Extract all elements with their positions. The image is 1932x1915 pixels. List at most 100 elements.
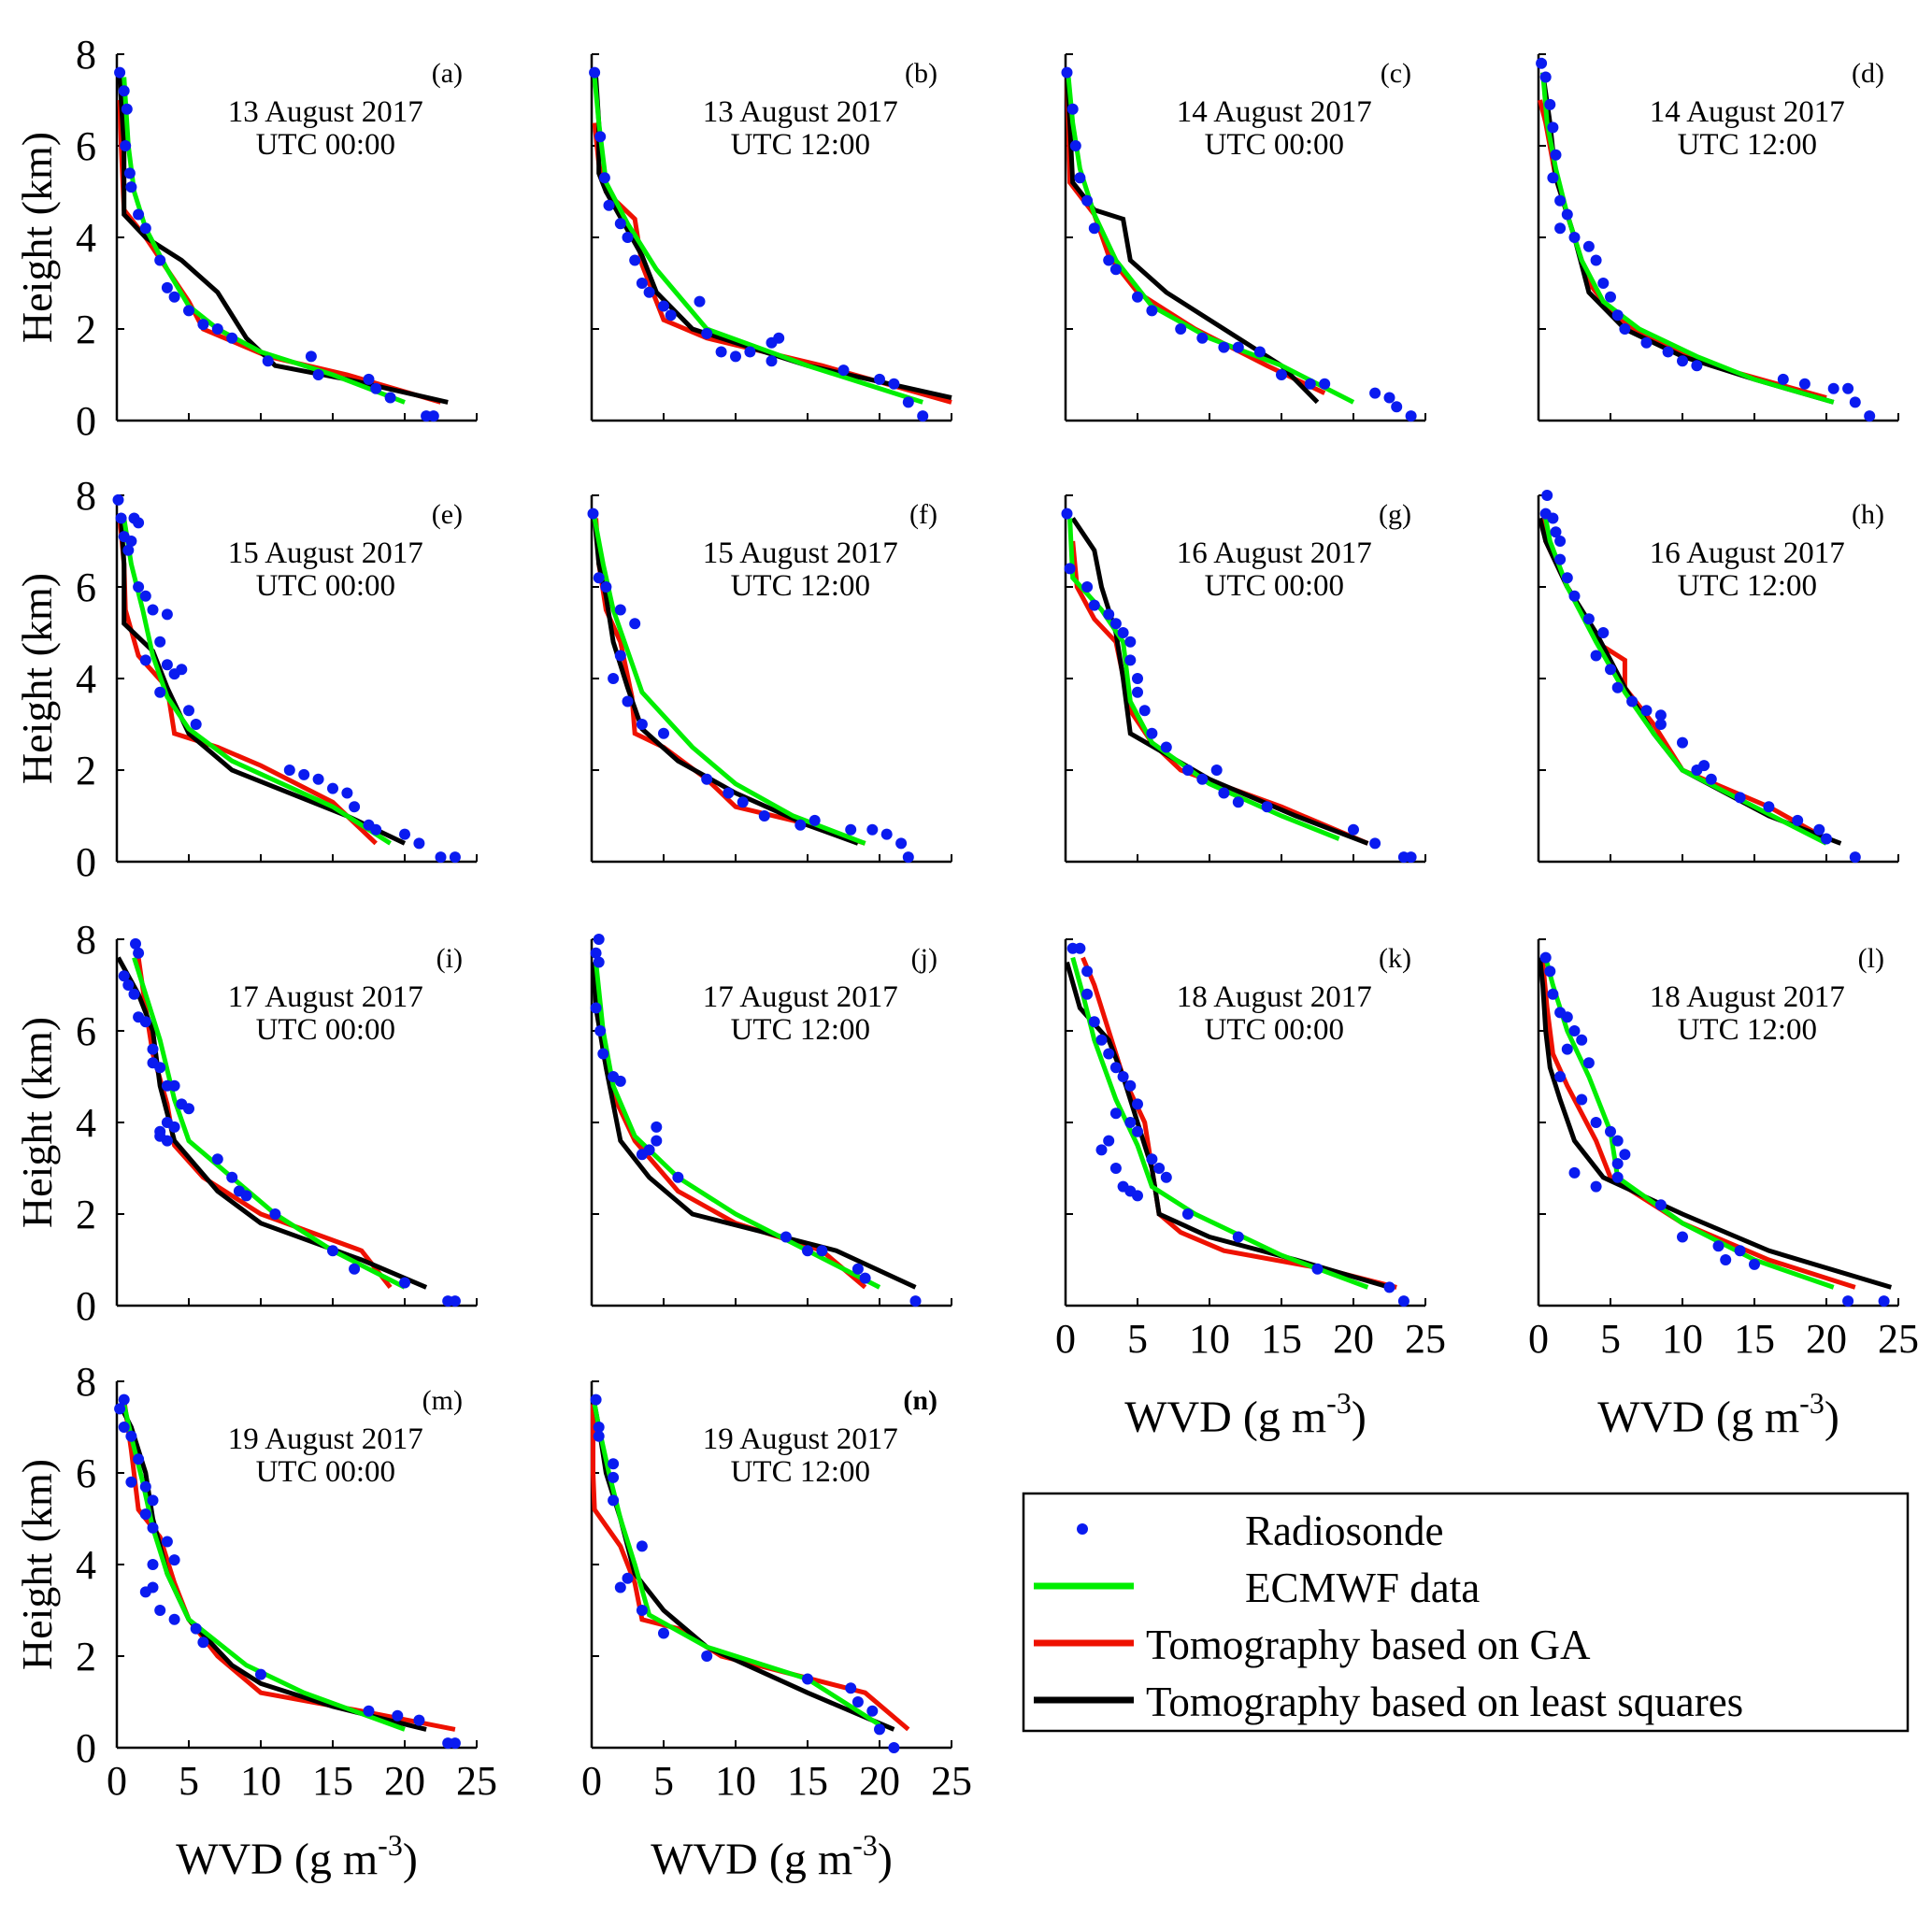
radiosonde-point bbox=[1712, 1240, 1724, 1252]
x-tick-label: 0 bbox=[1055, 1316, 1076, 1362]
panel-title-date: 13 August 2017 bbox=[703, 95, 898, 129]
radiosonde-point bbox=[139, 1016, 151, 1028]
radiosonde-point bbox=[1383, 1281, 1395, 1293]
x-tick-label: 5 bbox=[1127, 1316, 1148, 1362]
radiosonde-point bbox=[665, 309, 677, 322]
series-tomography-based-on-least-squares bbox=[117, 77, 449, 405]
radiosonde-point bbox=[672, 1171, 684, 1183]
radiosonde-point bbox=[590, 1002, 602, 1014]
radiosonde-point bbox=[122, 544, 135, 556]
radiosonde-point bbox=[1654, 719, 1667, 730]
radiosonde-point bbox=[608, 1458, 620, 1470]
radiosonde-point bbox=[845, 1682, 857, 1694]
radiosonde-point bbox=[593, 1422, 605, 1433]
radiosonde-point bbox=[909, 1295, 922, 1308]
radiosonde-point bbox=[1132, 1098, 1143, 1110]
radiosonde-point bbox=[866, 1705, 879, 1717]
radiosonde-point bbox=[629, 618, 641, 630]
radiosonde-point bbox=[651, 1121, 663, 1133]
legend-box bbox=[1022, 1492, 1910, 1733]
radiosonde-point bbox=[594, 1025, 607, 1036]
radiosonde-point bbox=[902, 396, 914, 408]
panel-title-date: 19 August 2017 bbox=[703, 1422, 898, 1456]
radiosonde-point bbox=[370, 382, 382, 394]
radiosonde-point bbox=[1103, 608, 1115, 621]
panel-label: (f) bbox=[909, 499, 937, 530]
panel-title-date: 17 August 2017 bbox=[228, 980, 423, 1014]
radiosonde-point bbox=[1576, 1034, 1588, 1046]
radiosonde-point bbox=[1109, 618, 1122, 630]
radiosonde-point bbox=[614, 650, 626, 662]
radiosonde-point bbox=[1561, 572, 1573, 584]
radiosonde-point bbox=[608, 673, 620, 684]
radiosonde-point bbox=[1619, 323, 1631, 335]
radiosonde-point bbox=[874, 1723, 885, 1736]
radiosonde-point bbox=[1597, 627, 1610, 638]
radiosonde-point bbox=[154, 686, 166, 698]
panel-title-time: UTC 12:00 bbox=[1678, 128, 1817, 162]
radiosonde-point bbox=[1720, 1254, 1732, 1265]
radiosonde-point bbox=[255, 1668, 266, 1680]
radiosonde-point bbox=[629, 254, 641, 266]
radiosonde-point bbox=[427, 410, 439, 422]
panel-l: 0 5 10 15 20 25 WVD (g m-3) (l) 18 August 2017UT… bbox=[1528, 938, 1919, 1442]
radiosonde-point bbox=[1095, 1034, 1108, 1046]
y-tick-label: 6 bbox=[76, 1008, 96, 1054]
x-tick-label: 5 bbox=[1600, 1316, 1621, 1362]
x-tick-label: 20 bbox=[1806, 1316, 1847, 1362]
radiosonde-point bbox=[125, 1430, 137, 1442]
radiosonde-point bbox=[1081, 581, 1094, 593]
radiosonde-point bbox=[1069, 140, 1081, 151]
radiosonde-point bbox=[902, 851, 914, 864]
radiosonde-point bbox=[593, 956, 605, 968]
radiosonde-point bbox=[658, 1627, 669, 1639]
radiosonde-point bbox=[1405, 851, 1417, 864]
radiosonde-point bbox=[1619, 1149, 1631, 1161]
radiosonde-point bbox=[118, 970, 130, 982]
legend-ecmwf-label: ECMWF data bbox=[1245, 1565, 1480, 1611]
radiosonde-point bbox=[370, 823, 382, 836]
radiosonde-point bbox=[658, 727, 669, 739]
radiosonde-point bbox=[139, 1480, 151, 1493]
panel-title-date: 14 August 2017 bbox=[1650, 95, 1845, 129]
radiosonde-point bbox=[1153, 1163, 1166, 1174]
radiosonde-point bbox=[1605, 1125, 1616, 1137]
panel-title-date: 15 August 2017 bbox=[228, 536, 423, 570]
radiosonde-point bbox=[1539, 71, 1552, 83]
y-tick-label: 0 bbox=[76, 1283, 96, 1329]
radiosonde-point bbox=[133, 581, 145, 593]
radiosonde-point bbox=[1218, 341, 1230, 353]
radiosonde-point bbox=[1597, 278, 1610, 289]
radiosonde-point bbox=[1210, 765, 1223, 776]
radiosonde-point bbox=[125, 1476, 137, 1488]
radiosonde-point bbox=[1813, 823, 1825, 836]
panel-m: 0 5 10 15 20 25 0 2 4 6 8 Height (km) WVD (g m-3) (m)… bbox=[13, 1359, 497, 1884]
radiosonde-point bbox=[1842, 382, 1854, 394]
radiosonde-point bbox=[809, 814, 821, 826]
radiosonde-point bbox=[413, 1714, 425, 1726]
radiosonde-point bbox=[283, 765, 295, 776]
panel-title-time: UTC 12:00 bbox=[731, 569, 870, 603]
x-axis-label: WVD (g m-3) bbox=[1124, 1386, 1367, 1442]
x-tick-label: 10 bbox=[1189, 1316, 1230, 1362]
radiosonde-point bbox=[888, 1742, 900, 1753]
panel-title-time: UTC 00:00 bbox=[256, 1455, 395, 1489]
x-tick-label: 25 bbox=[1878, 1316, 1919, 1362]
radiosonde-point bbox=[349, 801, 361, 813]
radiosonde-point bbox=[341, 787, 353, 799]
radiosonde-point bbox=[190, 1622, 202, 1635]
panel-title-time: UTC 00:00 bbox=[256, 128, 395, 162]
legend-ga-label: Tomography based on GA bbox=[1146, 1622, 1591, 1668]
radiosonde-point bbox=[1654, 1199, 1667, 1211]
radiosonde-point bbox=[1146, 305, 1158, 317]
radiosonde-point bbox=[758, 810, 770, 822]
radiosonde-point bbox=[1146, 1153, 1158, 1165]
y-tick-label: 0 bbox=[76, 1725, 96, 1771]
series-ecmwf-data bbox=[122, 1403, 406, 1732]
series-ecmwf-data bbox=[594, 962, 881, 1290]
radiosonde-point bbox=[1124, 1117, 1137, 1128]
